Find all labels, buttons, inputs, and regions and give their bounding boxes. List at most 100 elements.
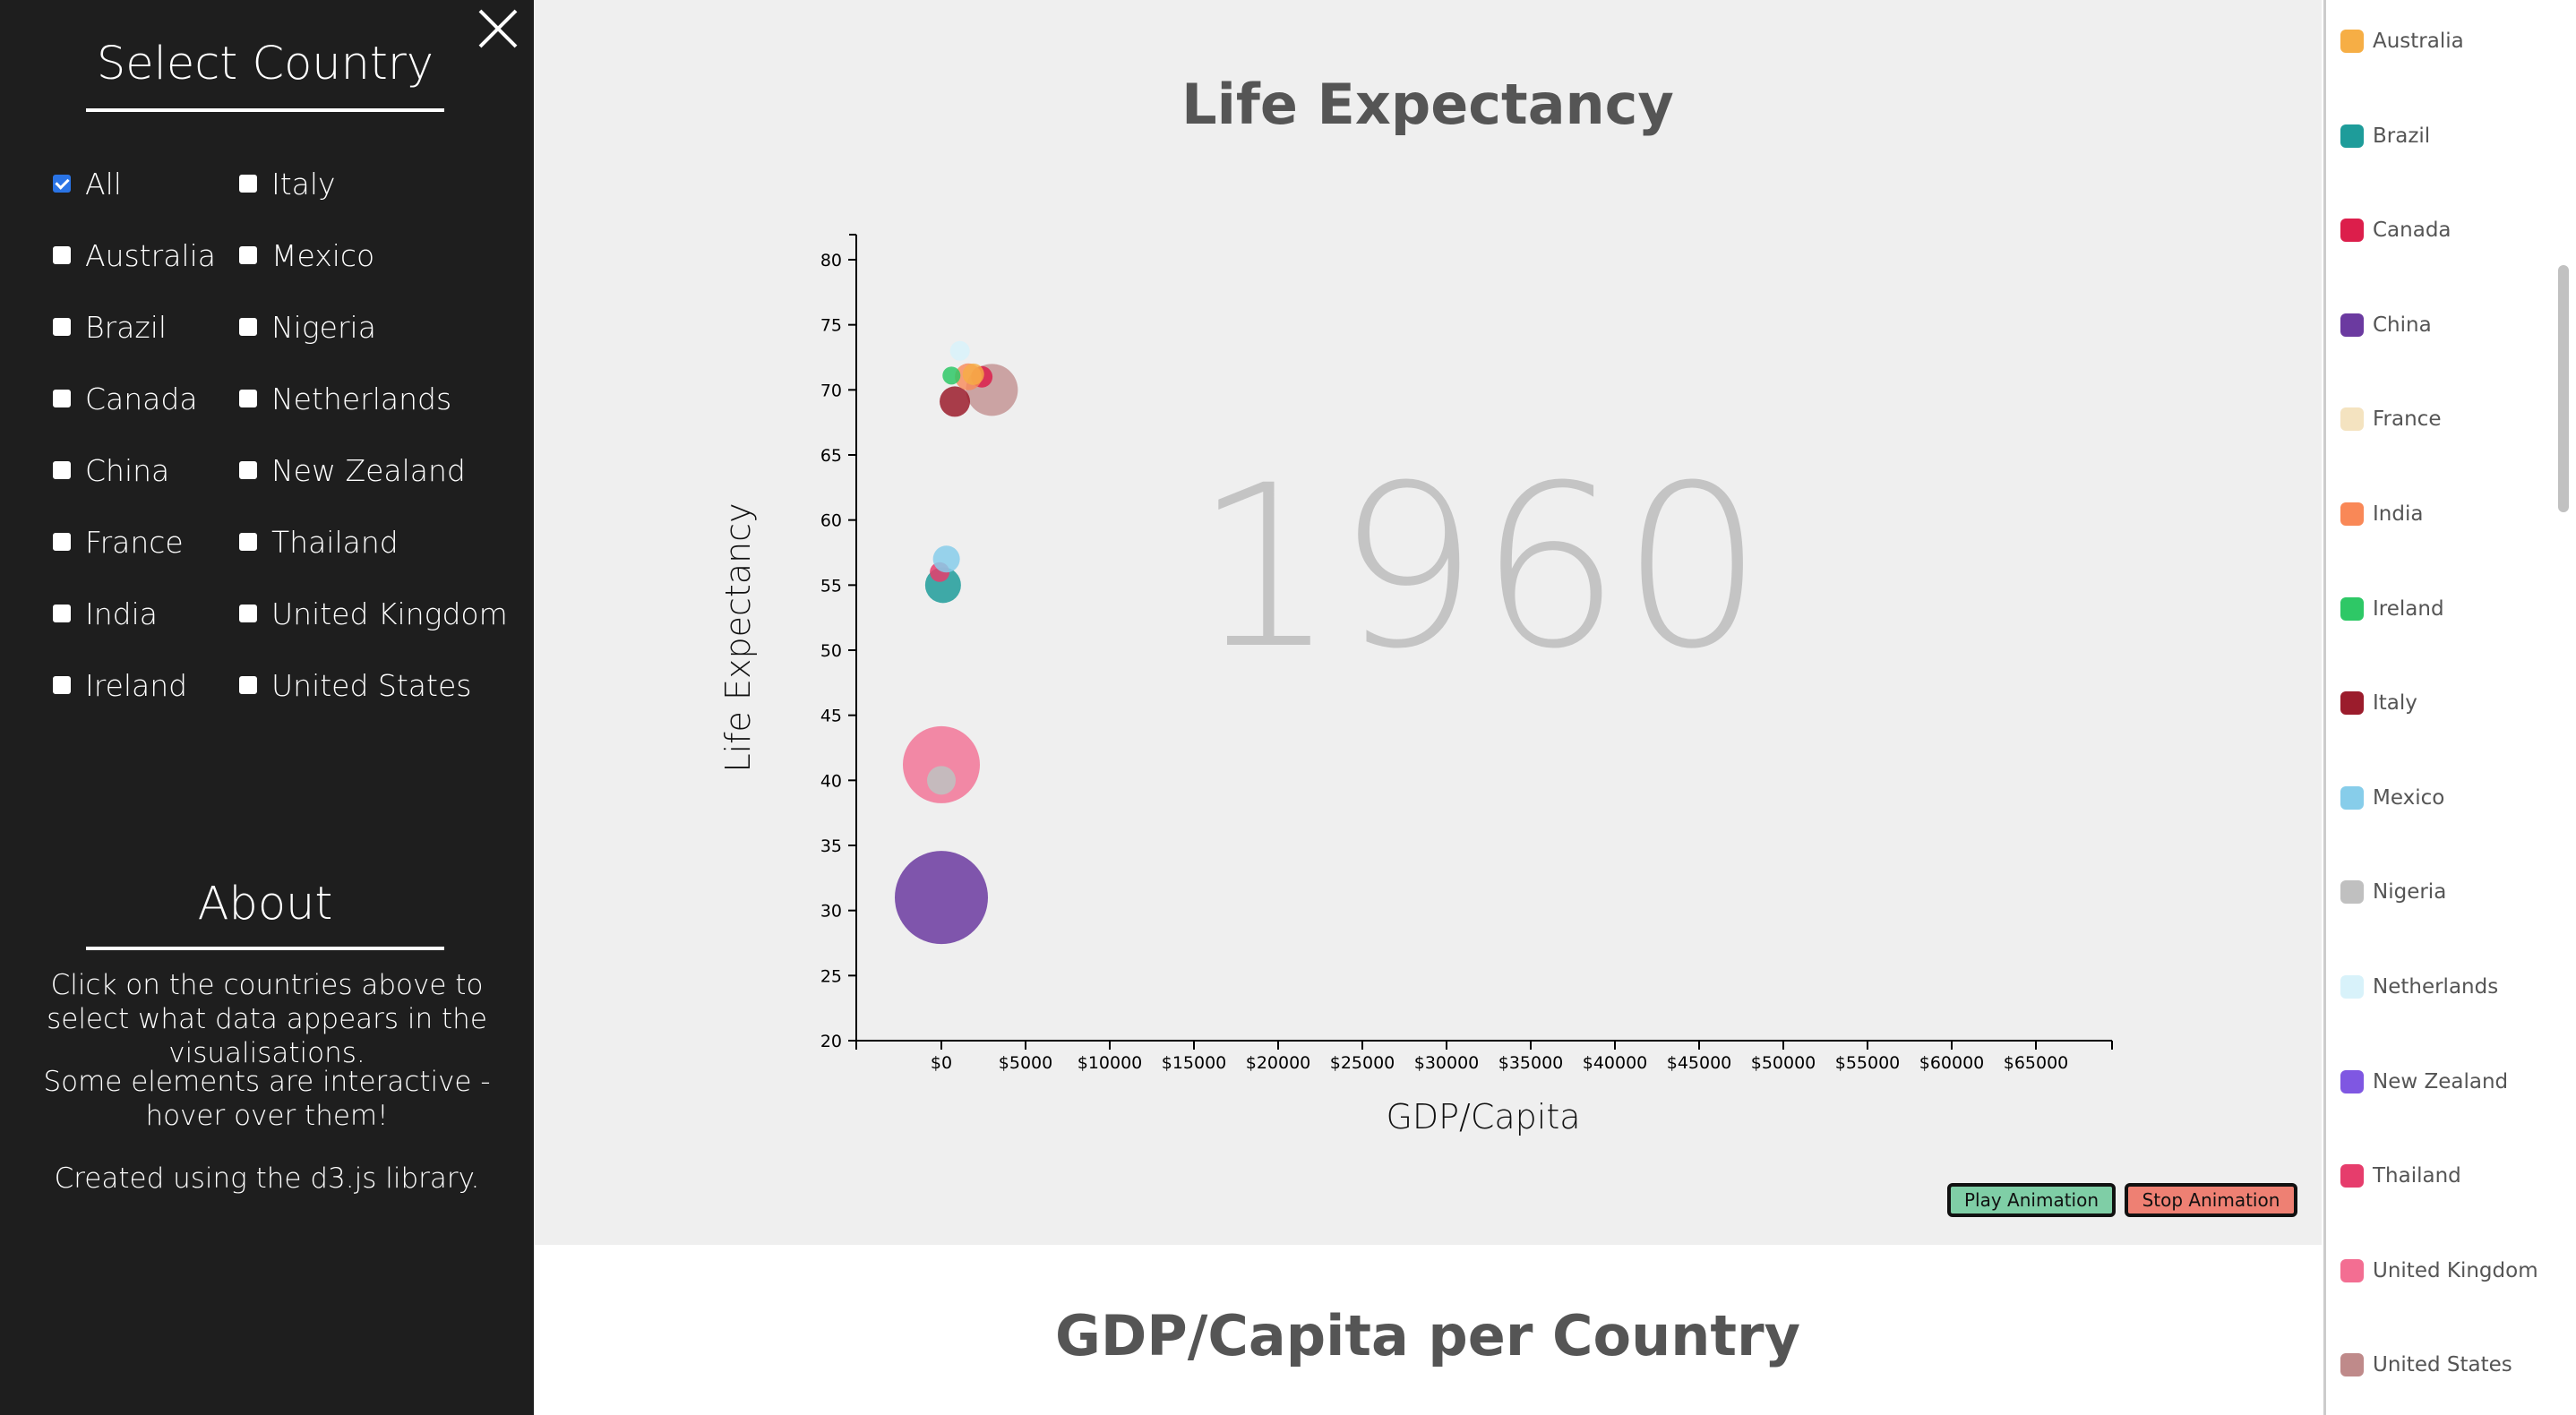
legend-item-australia[interactable]: Australia [2340,28,2464,55]
stop-animation-button[interactable]: Stop Animation [2125,1183,2297,1217]
legend-item-france[interactable]: France [2340,406,2441,433]
checkbox-icon[interactable] [239,390,257,407]
checkbox-mexico[interactable]: Mexico [239,234,374,277]
checkbox-icon[interactable] [53,676,71,694]
x-tick-label: $50000 [1751,1053,1816,1073]
checkbox-icon[interactable] [53,318,71,336]
legend-swatch [2340,1069,2364,1093]
y-tick-label: 75 [820,316,842,336]
legend-swatch [2340,880,2364,905]
checkbox-brazil[interactable]: Brazil [53,305,167,348]
y-tick-label: 25 [820,966,842,986]
legend-item-india[interactable]: India [2340,501,2423,527]
x-tick-label: $65000 [2004,1053,2069,1073]
bubble-australia[interactable] [962,363,984,385]
checkbox-label: Ireland [85,667,188,703]
legend-swatch [2340,407,2364,432]
legend-item-canada[interactable]: Canada [2340,217,2451,244]
bubble-mexico[interactable] [932,545,960,573]
checkbox-label: Nigeria [271,309,376,345]
legend-item-china[interactable]: China [2340,312,2432,339]
legend-item-united-kingdom[interactable]: United Kingdom [2340,1257,2538,1284]
x-tick-label: $20000 [1246,1053,1311,1073]
bubble-netherlands[interactable] [949,340,970,361]
life-expectancy-chart: 1960 20 25 30 35 40 45 50 55 60 65 70 75 80 $0 $5000 $10… [718,234,2113,1136]
checkbox-icon[interactable] [53,390,71,407]
legend-item-new-zealand[interactable]: New Zealand [2340,1068,2508,1095]
checkbox-label: United States [271,667,472,703]
legend-swatch [2340,219,2364,243]
legend-label: France [2373,407,2442,432]
checkbox-icon[interactable] [239,318,257,336]
legend-swatch [2340,313,2364,337]
legend-item-brazil[interactable]: Brazil [2340,123,2430,150]
y-tick-label: 65 [820,446,842,466]
checkbox-united-states[interactable]: United States [239,664,471,707]
legend-item-united-states[interactable]: United States [2340,1351,2512,1378]
legend-item-thailand[interactable]: Thailand [2340,1162,2461,1189]
play-animation-button[interactable]: Play Animation [1947,1183,2116,1217]
x-tick-label: $15000 [1162,1053,1227,1073]
legend-swatch [2340,1258,2364,1282]
y-tick-label: 55 [820,576,842,596]
chart-title: Life Expectancy [1181,72,1674,137]
x-tick-label: $55000 [1835,1053,1901,1073]
checkbox-icon[interactable] [53,175,71,193]
checkbox-icon[interactable] [239,605,257,622]
legend-item-ireland[interactable]: Ireland [2340,596,2444,622]
legend-scrollbar[interactable] [2558,265,2569,512]
checkbox-nigeria[interactable]: Nigeria [239,305,376,348]
country-legend: Australia Brazil Canada China France India Ire… [2323,0,2576,1415]
checkbox-icon[interactable] [239,676,257,694]
checkbox-icon[interactable] [53,246,71,264]
legend-label: Italy [2373,691,2417,716]
checkbox-label: Netherlands [271,381,452,416]
x-tick-label: $30000 [1414,1053,1480,1073]
checkbox-icon[interactable] [53,605,71,622]
checkbox-france[interactable]: France [53,520,184,563]
bubble-nigeria[interactable] [927,766,956,795]
bubble-ireland[interactable] [942,366,961,385]
bubble-italy[interactable] [940,386,971,417]
checkbox-india[interactable]: India [53,592,158,635]
checkbox-icon[interactable] [239,175,257,193]
checkbox-new-zealand[interactable]: New Zealand [239,449,466,492]
checkbox-label: Mexico [271,237,375,273]
y-tick-label: 30 [820,902,842,922]
checkbox-italy[interactable]: Italy [239,162,336,205]
x-tick-label: $10000 [1078,1053,1143,1073]
x-tick-label: $25000 [1330,1053,1395,1073]
checkbox-canada[interactable]: Canada [53,377,198,420]
checkbox-label: New Zealand [271,452,466,488]
checkbox-australia[interactable]: Australia [53,234,216,277]
checkbox-thailand[interactable]: Thailand [239,520,399,563]
checkbox-all[interactable]: All [53,162,122,205]
checkbox-china[interactable]: China [53,449,169,492]
legend-item-nigeria[interactable]: Nigeria [2340,879,2446,905]
checkbox-label: Canada [85,381,198,416]
checkbox-icon[interactable] [239,533,257,551]
checkbox-icon[interactable] [239,246,257,264]
y-tick-label: 40 [820,771,842,791]
checkbox-ireland[interactable]: Ireland [53,664,187,707]
checkbox-icon[interactable] [53,461,71,479]
legend-label: Australia [2373,30,2464,53]
legend-label: United States [2373,1353,2512,1377]
legend-label: Brazil [2373,124,2431,148]
legend-swatch [2340,975,2364,999]
checkbox-icon[interactable] [53,533,71,551]
checkbox-icon[interactable] [239,461,257,479]
legend-item-italy[interactable]: Italy [2340,690,2417,716]
x-tick-label: $5000 [999,1053,1052,1073]
y-tick-label: 20 [820,1032,842,1051]
checkbox-united-kingdom[interactable]: United Kingdom [239,592,508,635]
checkbox-netherlands[interactable]: Netherlands [239,377,451,420]
bubble-india[interactable] [903,725,980,803]
legend-label: China [2373,313,2432,337]
about-divider [86,947,444,950]
close-icon[interactable] [471,2,525,56]
legend-item-netherlands[interactable]: Netherlands [2340,973,2498,1000]
bubble-china[interactable] [895,851,988,945]
life-expectancy-panel: Life Expectancy 1960 20 25 30 35 40 45 50 55 60 65… [534,0,2322,1245]
legend-item-mexico[interactable]: Mexico [2340,785,2444,811]
